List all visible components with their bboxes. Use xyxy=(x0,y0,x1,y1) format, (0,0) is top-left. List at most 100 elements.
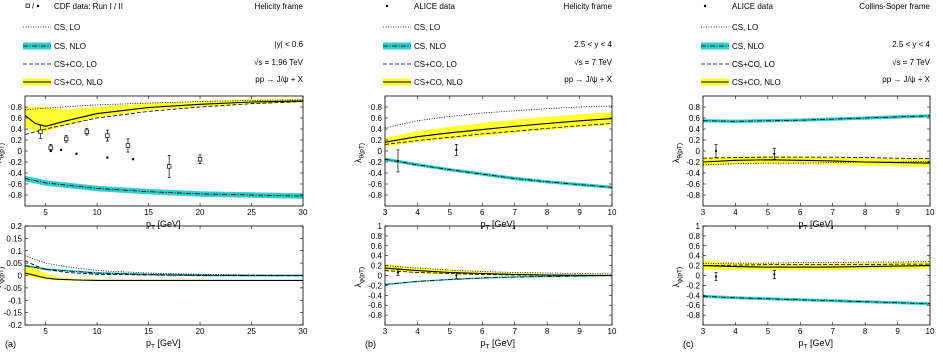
subplot-c-top: 3 4 5 6 7 8 9 10 -0.8 -0.6 -0.4 -0.2 0 0.2 0.4 0.6 0.8 pT… xyxy=(671,95,935,232)
x-tick-label: 8 xyxy=(863,327,868,336)
panel-tag: (a) xyxy=(5,339,16,349)
y-axis-label: λθ(pT) xyxy=(353,143,366,163)
legend-label-csco_nlo: CS+CO, NLO xyxy=(414,78,463,87)
x-tick-label: 9 xyxy=(577,208,582,217)
x-tick-label: 6 xyxy=(480,327,485,336)
x-tick-label: 20 xyxy=(196,208,205,217)
x-tick-label: 6 xyxy=(798,327,803,336)
line-cs-nlo xyxy=(385,275,612,285)
legend-dot-marker xyxy=(703,4,707,8)
info-line-1: √s = 1.96 TeV xyxy=(254,58,304,67)
subplot-a-bottom: 5 10 15 20 25 30 -0.2 -0.15 -0.1 -0.05 0 0.05 0.1 0.1… xyxy=(0,222,308,351)
x-axis-label: pT [GeV] xyxy=(146,338,181,351)
x-tick-label: 3 xyxy=(701,208,706,217)
y-tick-label: -0.4 xyxy=(368,169,382,178)
y-tick-label: 0.6 xyxy=(371,114,383,123)
frame-label: Helicity frame xyxy=(255,2,304,11)
band-csco-nlo xyxy=(25,98,303,132)
x-tick-label: 9 xyxy=(895,327,900,336)
data-point xyxy=(772,147,776,160)
x-tick-label: 4 xyxy=(733,208,738,217)
info-line-2: pp → J/ψ + X xyxy=(255,75,303,84)
line-csco-nlo xyxy=(25,100,303,127)
info-line-2: pp → J/ψ + X xyxy=(564,75,612,84)
legend-dot-marker xyxy=(36,4,40,8)
data-point-run1 xyxy=(49,149,52,153)
panel-tag: (b) xyxy=(365,339,376,349)
y-tick-label: 0.8 xyxy=(689,232,701,241)
y-tick-label: 1 xyxy=(696,222,701,231)
line-cs-nlo xyxy=(385,158,612,188)
band-csco-nlo xyxy=(385,112,612,147)
legend-data-label: ALICE data xyxy=(414,2,455,11)
frame-label: Collins-Soper frame xyxy=(859,2,930,11)
line-csco-nlo xyxy=(703,159,930,164)
data-point xyxy=(454,272,458,279)
data-point-run1 xyxy=(75,152,78,155)
legend-open-square-marker xyxy=(25,3,30,8)
x-tick-label: 4 xyxy=(415,208,420,217)
x-tick-label: 5 xyxy=(448,208,453,217)
legend-c: ALICE data Collins-Soper frame CS, LO CS, N… xyxy=(701,2,931,87)
line-cs-nlo xyxy=(25,178,303,197)
x-tick-label: 3 xyxy=(701,327,706,336)
y-tick-label: 0.6 xyxy=(689,114,701,123)
x-tick-label: 8 xyxy=(545,208,550,217)
legend-label-cs_nlo: CS, NLO xyxy=(54,42,86,51)
legend-data-label: ALICE data xyxy=(732,2,773,11)
subplot-c-bottom: 3 4 5 6 7 8 9 10 -0.8-0.6-0.4-0.200.20.40.60.81 p… xyxy=(671,222,935,351)
legend-label-cs_nlo: CS, NLO xyxy=(732,42,764,51)
plot-frame xyxy=(702,225,931,326)
band-csco-nlo xyxy=(703,155,930,167)
line-csco-lo xyxy=(25,101,303,135)
y-tick-label: 0 xyxy=(696,272,701,281)
line-cs-lo xyxy=(703,261,930,264)
legend-a: / CDF data: Run I / II Helicity frame CS, L… xyxy=(23,2,304,87)
x-tick-label: 6 xyxy=(798,208,803,217)
y-tick-label: -0.8 xyxy=(368,311,382,320)
x-tick-label: 10 xyxy=(926,327,935,336)
y-tick-label: -0.4 xyxy=(686,169,700,178)
data-point-run2 xyxy=(84,128,89,136)
y-tick-label: 0.4 xyxy=(371,125,383,134)
line-csco-lo xyxy=(385,123,612,145)
x-tick-label: 30 xyxy=(299,208,308,217)
data-point-run2 xyxy=(125,138,131,153)
legend-label-cs_nlo: CS, NLO xyxy=(414,42,446,51)
y-tick-label: -0.8 xyxy=(686,191,700,200)
legend-slash: / xyxy=(32,2,35,11)
y-tick-label: -0.2 xyxy=(368,281,382,290)
x-tick-label: 25 xyxy=(247,327,256,336)
line-csco-nlo xyxy=(385,267,612,277)
plot-frame xyxy=(384,95,613,207)
y-tick-label: 0.6 xyxy=(689,242,701,251)
x-tick-label: 10 xyxy=(608,327,617,336)
x-tick-label: 10 xyxy=(608,208,617,217)
y-tick-label: -0.2 xyxy=(8,158,22,167)
x-tick-label: 30 xyxy=(299,327,308,336)
legend-label-cs_lo: CS, LO xyxy=(54,23,80,32)
y-tick-label: -0.6 xyxy=(8,180,22,189)
line-cs-lo xyxy=(385,265,612,275)
y-tick-label: 0.4 xyxy=(689,125,701,134)
line-cs-lo xyxy=(703,161,930,166)
info-line-0: |y| < 0.6 xyxy=(275,40,304,49)
legend-label-csco_lo: CS+CO, LO xyxy=(732,60,775,69)
x-tick-label: 10 xyxy=(926,208,935,217)
y-tick-label: 0 xyxy=(696,147,701,156)
info-line-1: √s = 7 TeV xyxy=(574,58,612,67)
y-tick-label: -0.4 xyxy=(8,169,22,178)
y-axis-label: λθ(pT) xyxy=(0,143,6,163)
info-line-0: 2.5 < y < 4 xyxy=(892,40,930,49)
y-tick-label: 0.15 xyxy=(6,234,22,243)
y-tick-label: 0.2 xyxy=(11,222,23,231)
line-cs-lo xyxy=(25,99,303,111)
panel-c: ALICE data Collins-Soper frame CS, LO CS, N… xyxy=(671,2,935,351)
line-csco-lo xyxy=(703,156,930,160)
x-tick-label: 15 xyxy=(144,327,153,336)
x-tick-label: 5 xyxy=(43,208,48,217)
x-tick-label: 20 xyxy=(196,327,205,336)
x-tick-label: 15 xyxy=(144,208,153,217)
data-point-run2 xyxy=(197,154,203,164)
